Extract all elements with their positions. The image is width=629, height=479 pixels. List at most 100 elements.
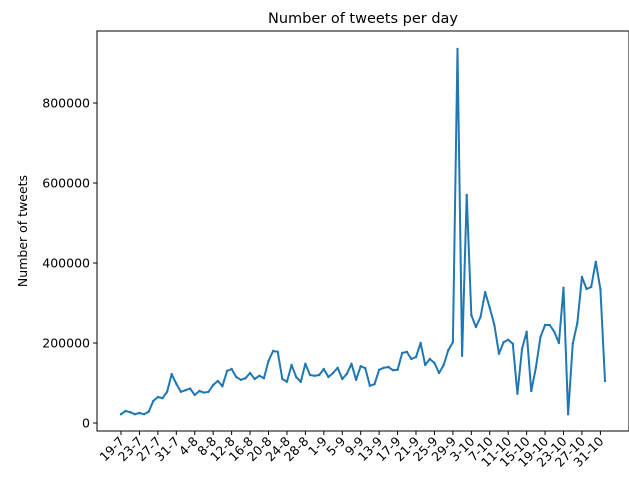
data-point [571,342,574,345]
data-point [382,366,385,369]
data-point [364,367,367,370]
data-point [368,384,372,387]
data-point [603,379,607,383]
data-point [507,338,510,341]
plot-frame [96,30,629,432]
data-point [566,413,570,416]
y-tick-label: 0 [82,416,90,431]
data-point [599,287,602,291]
data-point [248,371,252,375]
data-point [479,315,482,319]
data-point [258,374,261,377]
data-point [331,371,335,375]
data-point [285,380,289,383]
data-point [516,392,519,395]
data-point [308,373,312,377]
data-point [562,286,565,289]
data-point [548,323,551,327]
data-point [119,413,123,416]
data-point [207,390,210,393]
data-point [350,362,353,365]
data-point [400,351,404,355]
data-point [387,365,390,369]
data-point [396,368,399,371]
data-point [437,371,441,375]
data-point [216,379,219,383]
data-point [511,342,515,345]
data-point [142,413,146,416]
data-point [456,47,459,51]
data-point [543,323,547,327]
data-point [447,349,450,352]
data-point [235,375,238,379]
data-point [594,260,597,263]
data-point [124,409,127,413]
data-point [299,380,302,383]
data-point [267,359,270,363]
data-point [493,323,496,327]
data-point [419,341,422,345]
data-point [322,367,326,371]
data-point [202,391,206,394]
data-point [165,390,169,393]
data-point [290,363,293,367]
data-point [211,383,215,387]
data-point [539,335,542,339]
data-point [175,382,178,385]
data-point [336,366,339,369]
data-point [318,373,321,377]
data-point [341,377,344,381]
data-point [193,393,196,397]
y-tick-label: 400000 [42,256,90,271]
data-point [497,352,501,355]
data-point [359,365,362,368]
data-point [253,377,256,381]
y-tick-label: 200000 [42,336,90,351]
data-point [262,377,266,380]
data-point [133,413,137,416]
data-point [465,193,468,197]
data-point [230,367,233,371]
series-points [119,47,607,416]
data-point [442,363,445,367]
data-point [373,383,376,386]
data-point [170,373,173,376]
y-tick-label: 800000 [42,96,90,111]
data-point [225,369,229,373]
data-point [138,411,141,415]
data-point [553,330,556,333]
y-axis-label: Number of tweets [15,175,30,287]
data-point [534,366,538,369]
data-point [470,313,473,317]
data-point [271,349,275,353]
data-point [585,287,588,291]
data-point [184,389,187,392]
data-point [304,362,307,365]
data-point [152,399,155,403]
data-point [244,377,247,380]
data-point [129,411,132,414]
data-point [414,355,418,359]
y-tick-label: 600000 [42,176,90,191]
data-point [198,389,201,393]
data-point [179,390,183,393]
data-point [188,387,192,390]
data-point [354,378,358,381]
data-point [557,341,561,345]
data-point [520,347,524,351]
data-point [576,321,579,325]
data-point [327,375,330,379]
data-point [156,395,160,399]
data-point [345,372,349,375]
chart-title: Number of tweets per day [268,11,458,27]
data-point [239,378,243,381]
data-point [377,368,381,371]
data-point [294,375,298,379]
data-point [276,350,279,353]
data-point [530,389,533,393]
data-point [488,306,491,309]
data-point [313,374,316,377]
